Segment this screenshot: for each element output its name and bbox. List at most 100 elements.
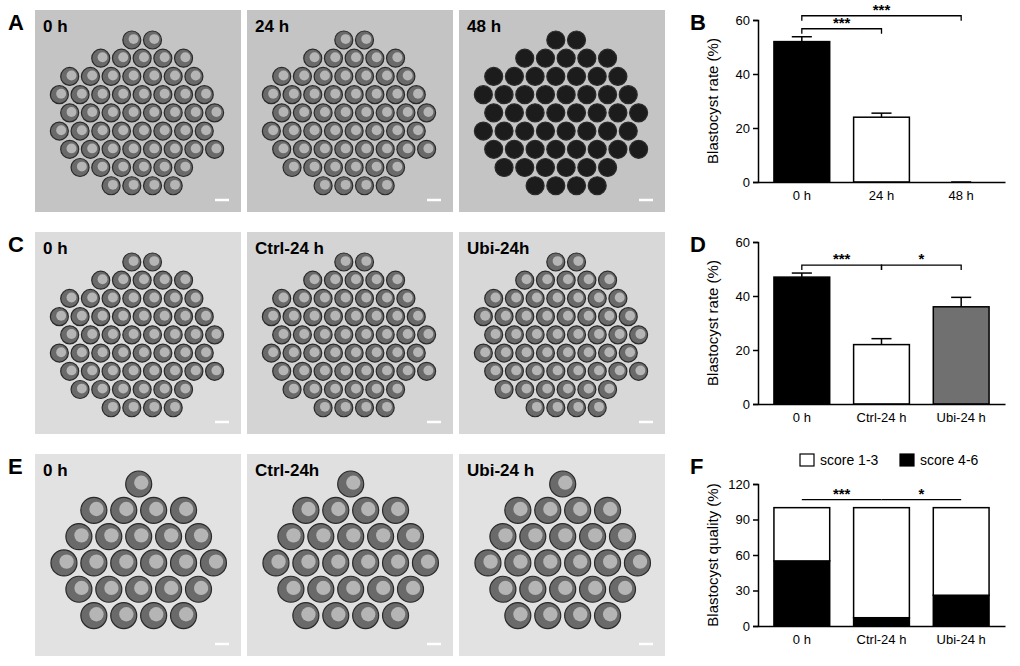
embryo bbox=[81, 362, 99, 380]
embryo bbox=[495, 344, 513, 362]
error-bar-stem bbox=[960, 297, 962, 306]
embryo-cavity bbox=[330, 52, 340, 62]
embryo-cavity bbox=[149, 34, 159, 44]
micrograph: 24 h bbox=[247, 10, 453, 212]
panel-letter: A bbox=[8, 10, 24, 35]
embryo-cavity bbox=[573, 365, 583, 375]
embryo bbox=[175, 381, 193, 399]
embryo bbox=[283, 344, 301, 362]
embryo-cavity bbox=[160, 125, 170, 135]
embryo bbox=[353, 497, 379, 523]
embryo-cavity bbox=[59, 554, 73, 568]
embryo bbox=[335, 140, 353, 158]
embryo-cavity bbox=[56, 89, 66, 99]
embryo bbox=[175, 49, 193, 67]
embryo-cavity bbox=[584, 311, 594, 321]
embryo-cavity bbox=[56, 125, 66, 135]
embryo-cavity bbox=[77, 89, 87, 99]
embryo-cavity bbox=[501, 311, 511, 321]
embryo bbox=[609, 140, 627, 158]
embryo bbox=[387, 344, 405, 362]
embryo bbox=[397, 104, 415, 122]
embryo-cavity bbox=[170, 293, 180, 303]
embryo bbox=[335, 104, 353, 122]
x-tick-label: Ctrl-24 h bbox=[857, 410, 907, 425]
embryo-cavity bbox=[330, 162, 340, 172]
embryo-cavity bbox=[491, 293, 501, 303]
embryo bbox=[412, 550, 438, 576]
embryo-cavity bbox=[558, 528, 572, 542]
embryo bbox=[536, 86, 554, 104]
embryo bbox=[81, 67, 99, 85]
embryo bbox=[141, 497, 167, 523]
embryo bbox=[335, 362, 353, 380]
embryo-cavity bbox=[108, 71, 118, 81]
embryo bbox=[133, 344, 151, 362]
embryo bbox=[568, 362, 586, 380]
embryo-cavity bbox=[573, 607, 587, 621]
embryo bbox=[304, 381, 322, 399]
embryo-cavity bbox=[361, 502, 375, 516]
embryo bbox=[273, 289, 291, 307]
embryo-cavity bbox=[361, 329, 371, 339]
embryo-cavity bbox=[361, 143, 371, 153]
embryo bbox=[112, 49, 130, 67]
embryo-cavity bbox=[320, 365, 330, 375]
embryo-cavity bbox=[211, 365, 221, 375]
embryo bbox=[345, 271, 363, 289]
y-tick-mark bbox=[753, 182, 758, 184]
embryo bbox=[92, 122, 110, 140]
embryo bbox=[366, 381, 384, 399]
embryo bbox=[144, 362, 162, 380]
embryo-cavity bbox=[191, 293, 201, 303]
y-axis: 0204060 bbox=[736, 235, 759, 412]
embryo bbox=[356, 140, 374, 158]
micrograph: 48 h bbox=[459, 10, 665, 212]
error-bar bbox=[951, 297, 971, 306]
embryo bbox=[154, 308, 172, 326]
embryo bbox=[557, 308, 575, 326]
embryo-cavity bbox=[603, 554, 617, 568]
embryo-cavity bbox=[118, 274, 128, 284]
embryo bbox=[516, 86, 534, 104]
embryo bbox=[619, 308, 637, 326]
embryo-cavity bbox=[392, 162, 402, 172]
embryo-cavity bbox=[149, 607, 163, 621]
scale-bar bbox=[639, 421, 653, 424]
embryo-cavity bbox=[299, 107, 309, 117]
embryo-cavity bbox=[603, 607, 617, 621]
y-tick-label: 20 bbox=[736, 121, 750, 136]
embryo bbox=[273, 67, 291, 85]
embryo-cavity bbox=[191, 71, 201, 81]
embryo bbox=[283, 122, 301, 140]
embryo bbox=[304, 49, 322, 67]
embryo-cavity bbox=[279, 107, 289, 117]
embryo bbox=[71, 308, 89, 326]
embryo-cavity bbox=[108, 107, 118, 117]
x-axis-line bbox=[759, 626, 1006, 628]
embryo bbox=[578, 122, 596, 140]
embryo-cavity bbox=[513, 502, 527, 516]
embryo-cavity bbox=[279, 71, 289, 81]
x-tick-label: 48 h bbox=[949, 188, 974, 203]
embryo bbox=[126, 576, 152, 602]
embryo-cavity bbox=[513, 554, 527, 568]
embryo bbox=[599, 86, 617, 104]
error-bar bbox=[792, 37, 812, 42]
embryo bbox=[356, 326, 374, 344]
embryo bbox=[314, 67, 332, 85]
embryo bbox=[599, 271, 617, 289]
y-tick: 0 bbox=[743, 397, 758, 412]
embryo-cavity bbox=[268, 347, 278, 357]
embryo bbox=[485, 140, 503, 158]
embryo-cavity bbox=[149, 293, 159, 303]
embryo-cavity bbox=[310, 89, 320, 99]
embryo bbox=[495, 86, 513, 104]
embryo-cavity bbox=[615, 365, 625, 375]
embryo-cavity bbox=[191, 365, 201, 375]
embryo bbox=[293, 67, 311, 85]
embryo bbox=[526, 289, 544, 307]
embryo-cavity bbox=[372, 384, 382, 394]
embryo bbox=[568, 289, 586, 307]
embryo bbox=[185, 104, 203, 122]
